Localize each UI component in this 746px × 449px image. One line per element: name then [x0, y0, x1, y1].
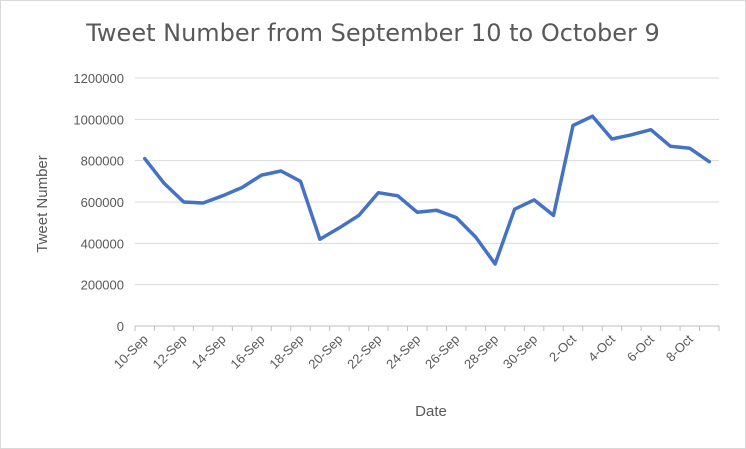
data-point	[163, 182, 166, 185]
x-tick-label: 2-Oct	[546, 331, 579, 364]
x-tick-label: 26-Sep	[422, 332, 462, 372]
data-point	[513, 208, 516, 211]
x-tick-label: 22-Sep	[344, 332, 384, 372]
data-point	[377, 191, 380, 194]
x-axis-title: Date	[415, 403, 447, 420]
y-tick-label: 200000	[81, 278, 124, 293]
data-point	[552, 214, 555, 217]
x-tick-label: 24-Sep	[383, 332, 423, 372]
data-point	[493, 262, 497, 266]
data-point	[143, 157, 146, 160]
data-point	[591, 115, 594, 118]
x-tick-label: 12-Sep	[150, 332, 190, 372]
y-tick-label: 1200000	[73, 71, 124, 86]
data-point	[649, 128, 653, 131]
series-line	[142, 114, 712, 266]
x-tick-label: 30-Sep	[500, 332, 540, 372]
data-point	[688, 147, 691, 150]
data-point	[279, 169, 283, 173]
x-axis-tick-labels: 10-Sep12-Sep14-Sep16-Sep18-Sep20-Sep22-S…	[111, 331, 697, 372]
data-point	[571, 124, 575, 127]
y-axis-title: Tweet Number	[34, 155, 51, 253]
data-point	[182, 200, 185, 204]
data-point	[201, 201, 205, 205]
data-point	[532, 198, 536, 202]
x-tick-label: 16-Sep	[227, 332, 267, 372]
data-point	[260, 173, 263, 177]
data-point	[396, 194, 399, 197]
data-point	[416, 211, 419, 214]
data-series	[142, 114, 712, 266]
x-axis	[134, 325, 720, 331]
data-point	[338, 226, 341, 230]
x-tick-label: 8-Oct	[663, 331, 696, 364]
y-tick-label: 400000	[81, 236, 124, 251]
chart-title: Tweet Number from September 10 to Octobe…	[86, 19, 660, 47]
x-tick-label: 18-Sep	[266, 332, 306, 372]
data-point	[455, 216, 458, 219]
data-point	[299, 180, 302, 183]
y-tick-label: 600000	[81, 195, 124, 210]
data-point	[708, 160, 711, 163]
y-tick-label: 1000000	[73, 112, 124, 127]
x-tick-label: 10-Sep	[111, 332, 151, 372]
y-tick-label: 800000	[81, 154, 124, 169]
data-point	[474, 235, 477, 239]
data-point	[318, 238, 322, 241]
y-tick-label: 0	[117, 319, 124, 334]
data-point	[610, 137, 614, 141]
data-point	[630, 133, 633, 137]
data-point	[669, 145, 672, 148]
x-tick-label: 20-Sep	[305, 332, 345, 372]
gridlines	[135, 77, 719, 286]
x-tick-label: 6-Oct	[624, 331, 657, 364]
x-tick-label: 14-Sep	[188, 332, 228, 372]
x-tick-label: 4-Oct	[585, 331, 618, 364]
data-point	[435, 209, 438, 212]
data-point	[240, 186, 244, 189]
y-axis-tick-labels: 0 200000 400000 600000 800000 1000000 1200000	[73, 71, 124, 334]
data-point	[221, 194, 224, 197]
x-tick-label: 28-Sep	[461, 332, 501, 372]
data-point	[357, 214, 361, 217]
